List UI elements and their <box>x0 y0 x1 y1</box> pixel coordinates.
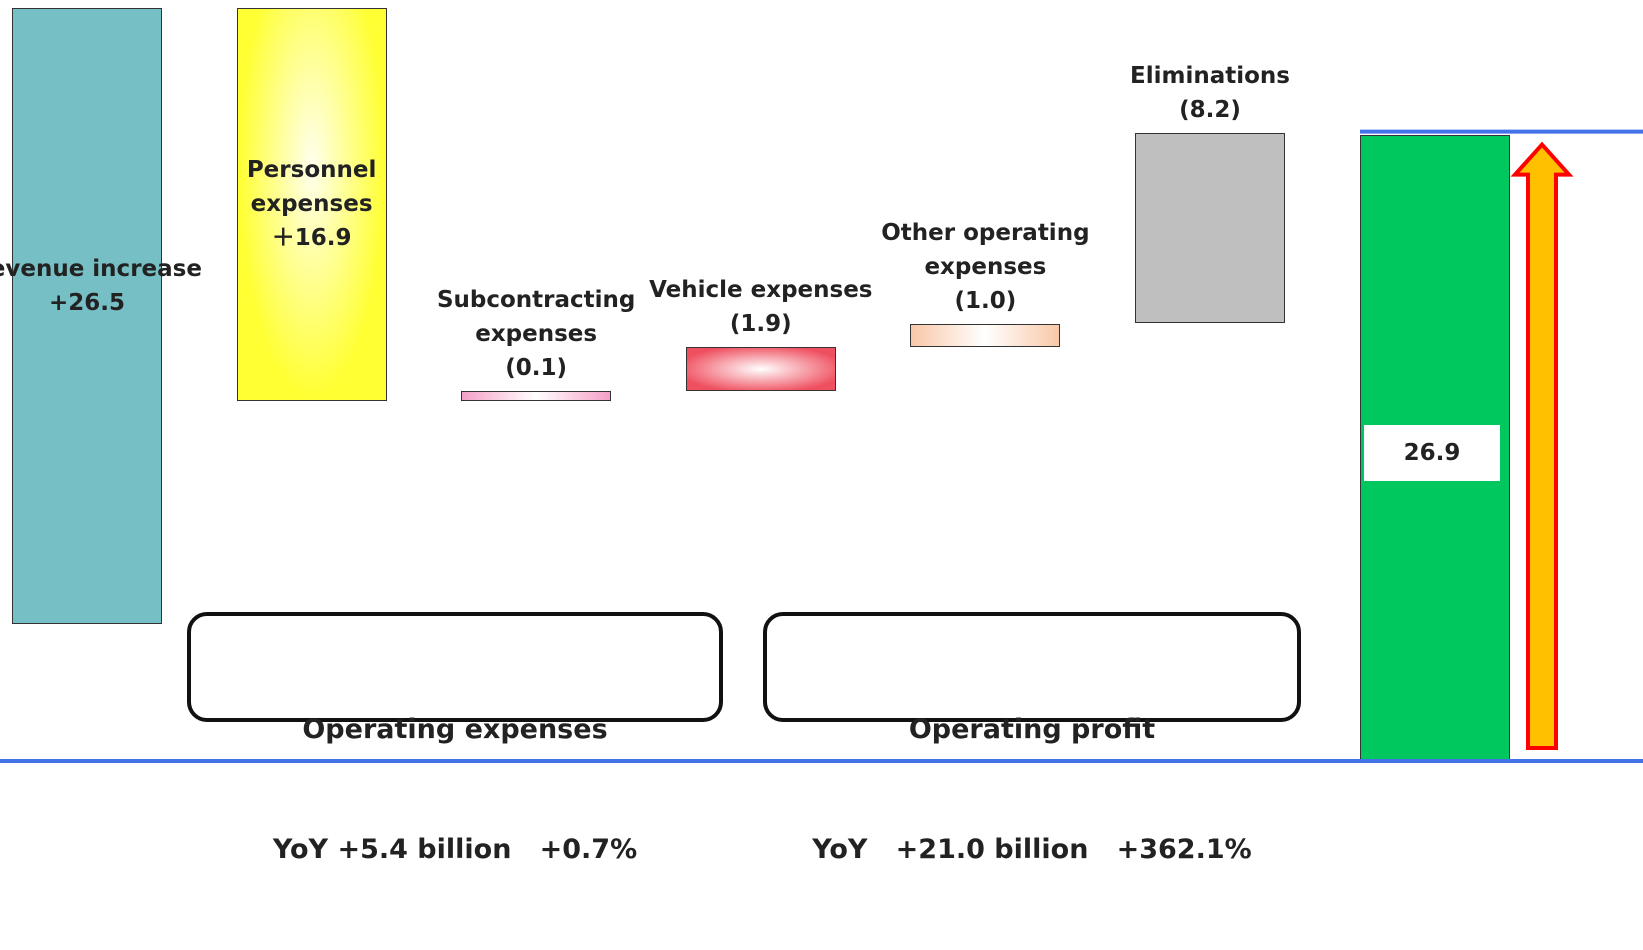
summary-title: Operating profit <box>908 714 1156 745</box>
value-label: (0.1) <box>505 354 568 381</box>
category-label: Revenue increase <box>0 256 202 283</box>
summary-title: Operating expenses <box>302 714 608 745</box>
category-label: Other operating expenses <box>881 219 1090 280</box>
bar <box>910 323 1061 347</box>
waterfall-chart: Operating expenses YoY +5.4 billion +0.7… <box>0 8 1643 865</box>
summary-text: YoY +5.4 billion +0.7% <box>272 834 638 865</box>
bar-label: Subcontracting expenses (0.1) <box>421 283 651 385</box>
value-label: (1.0) <box>954 287 1017 314</box>
bar-label: Other operating expenses (1.0) <box>870 216 1100 318</box>
category-label: Personnel expenses <box>246 157 377 218</box>
category-label: Vehicle expenses <box>649 276 873 303</box>
category-label: Subcontracting expenses <box>436 286 636 347</box>
value-label: (8.2) <box>1179 96 1241 123</box>
bar-label: Personnel expenses ＋16.9 <box>237 153 387 255</box>
bar-label: Revenue increase +26.5 <box>0 252 202 320</box>
summary-text: YoY +21.0 billion +362.1% <box>812 834 1252 865</box>
value-label: ＋16.9 <box>271 225 352 252</box>
bar-label: Vehicle expenses (1.9) <box>646 273 876 341</box>
bar <box>685 346 836 391</box>
value-label: +26.5 <box>48 290 126 317</box>
bar <box>236 8 387 401</box>
arrow <box>1510 141 1574 750</box>
category-label: Eliminations <box>1130 62 1290 89</box>
bar-label: Eliminations (8.2) <box>1095 59 1325 127</box>
bar <box>12 8 162 625</box>
value-label: (1.9) <box>729 310 792 337</box>
bar <box>1135 132 1285 324</box>
total-label: 26.9 <box>1364 424 1500 481</box>
overlay <box>0 129 1643 763</box>
bar <box>461 390 612 401</box>
